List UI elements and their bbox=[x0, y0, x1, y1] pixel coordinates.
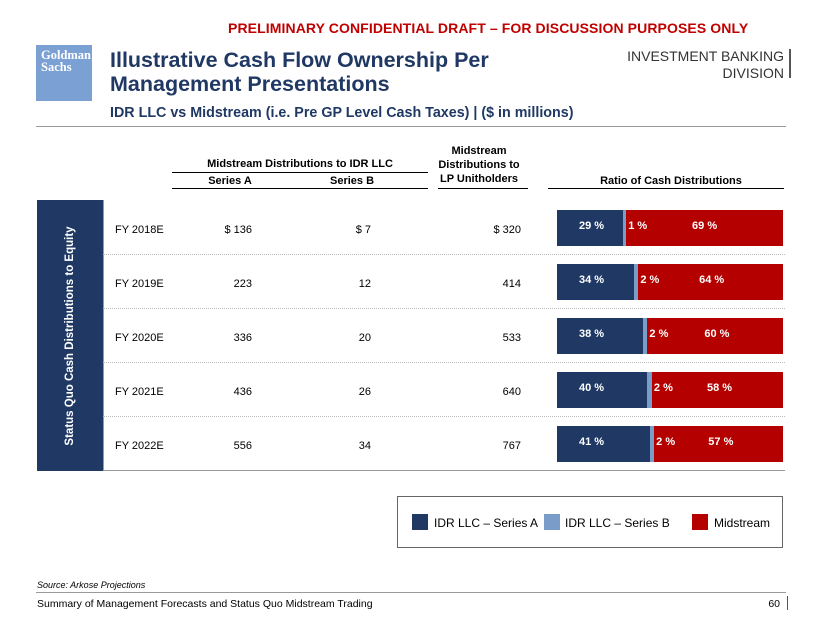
bar-label-midstream: 69 % bbox=[692, 220, 718, 232]
bar-series-b bbox=[647, 372, 652, 408]
page-number: 60 bbox=[768, 598, 780, 610]
page-number-divider bbox=[787, 596, 788, 610]
header-idr-underline bbox=[172, 172, 428, 173]
bar-series-a bbox=[557, 318, 643, 354]
bar-series-b bbox=[642, 318, 648, 354]
row-year: FY 2022E bbox=[115, 440, 164, 452]
row-series-b: 34 bbox=[358, 440, 371, 452]
row-lp: 414 bbox=[502, 278, 521, 290]
header-ratio-underline bbox=[548, 188, 784, 189]
header-lp-line-3: LP Unitholders bbox=[439, 173, 519, 185]
bar-label-series-b: 2 % bbox=[640, 274, 660, 286]
row-series-b: 12 bbox=[358, 278, 371, 290]
bar-series-b bbox=[649, 426, 655, 462]
row-separator bbox=[103, 254, 785, 255]
bar-label-midstream: 64 % bbox=[699, 274, 725, 286]
header-series-underline bbox=[172, 188, 428, 189]
bar-series-b bbox=[633, 264, 639, 300]
bar-series-a bbox=[557, 210, 624, 246]
table-row: FY 2020E 336 20 533 38 % 2 % 60 % bbox=[103, 309, 785, 363]
bar-label-series-b: 2 % bbox=[653, 382, 673, 394]
goldman-sachs-logo: Goldman Sachs bbox=[36, 45, 92, 101]
side-panel bbox=[37, 200, 103, 471]
division-divider bbox=[789, 49, 791, 78]
row-series-b: $ 7 bbox=[355, 224, 371, 236]
bar-label-series-b: 2 % bbox=[656, 436, 676, 448]
column-divider bbox=[103, 200, 104, 471]
header-idr-group: Midstream Distributions to IDR LLC bbox=[207, 158, 393, 170]
bar-label-series-b: 1 % bbox=[628, 220, 648, 232]
division-line-2: DIVISION bbox=[722, 65, 784, 81]
legend-swatch-series-b bbox=[544, 514, 560, 530]
footer-text: Summary of Management Forecasts and Stat… bbox=[37, 598, 373, 610]
row-separator bbox=[103, 308, 785, 309]
bar-series-a bbox=[557, 426, 650, 462]
bar-series-a bbox=[557, 264, 634, 300]
legend: IDR LLC – Series A IDR LLC – Series B Mi… bbox=[397, 496, 783, 548]
row-separator bbox=[103, 416, 785, 417]
header-series-a: Series A bbox=[208, 175, 252, 187]
row-lp: 767 bbox=[502, 440, 521, 452]
legend-swatch-midstream bbox=[692, 514, 708, 530]
page-title: Illustrative Cash Flow Ownership Per Man… bbox=[110, 48, 489, 96]
row-series-b: 26 bbox=[358, 386, 371, 398]
legend-swatch-series-a bbox=[412, 514, 428, 530]
bar-label-series-a: 29 % bbox=[579, 220, 605, 232]
row-separator bbox=[103, 362, 785, 363]
header-lp: Midstream Distributions to LP Unitholder… bbox=[424, 144, 534, 186]
header-lp-line-1: Midstream bbox=[451, 145, 507, 157]
row-lp: $ 320 bbox=[493, 224, 521, 236]
table-row: FY 2022E 556 34 767 41 % 2 % 57 % bbox=[103, 417, 785, 471]
row-series-a: 436 bbox=[233, 386, 252, 398]
table-row: FY 2021E 436 26 640 40 % 2 % 58 % bbox=[103, 363, 785, 417]
bar-label-midstream: 57 % bbox=[708, 436, 734, 448]
logo-line-1: Goldman bbox=[41, 48, 92, 62]
row-year: FY 2021E bbox=[115, 386, 164, 398]
confidential-banner: PRELIMINARY CONFIDENTIAL DRAFT – FOR DIS… bbox=[228, 20, 749, 36]
division-label: INVESTMENT BANKING DIVISION bbox=[620, 48, 784, 82]
side-label: Status Quo Cash Distributions to Equity bbox=[64, 226, 76, 446]
logo-line-2: Sachs bbox=[41, 60, 72, 74]
row-lp: 640 bbox=[502, 386, 521, 398]
bar-label-series-a: 40 % bbox=[579, 382, 605, 394]
row-year: FY 2020E bbox=[115, 332, 164, 344]
bar-label-midstream: 60 % bbox=[704, 328, 730, 340]
legend-label-series-a: IDR LLC – Series A bbox=[434, 516, 539, 530]
table-row: FY 2018E $ 136 $ 7 $ 320 29 % 1 % 69 % bbox=[103, 201, 785, 255]
header-series-b: Series B bbox=[329, 175, 375, 187]
footer-rule bbox=[36, 592, 786, 593]
bar-label-series-b: 2 % bbox=[649, 328, 669, 340]
bar-label-series-a: 38 % bbox=[579, 328, 605, 340]
row-year: FY 2019E bbox=[115, 278, 164, 290]
header-rule bbox=[36, 126, 786, 127]
bar-midstream bbox=[647, 318, 783, 354]
legend-label-midstream: Midstream bbox=[714, 516, 771, 530]
bar-label-series-a: 41 % bbox=[579, 436, 605, 448]
row-lp: 533 bbox=[502, 332, 521, 344]
header-lp-line-2: Distributions to bbox=[438, 159, 520, 171]
page-subtitle: IDR LLC vs Midstream (i.e. Pre GP Level … bbox=[110, 105, 574, 121]
table-row: FY 2019E 223 12 414 34 % 2 % 64 % bbox=[103, 255, 785, 309]
bar-series-a bbox=[557, 372, 648, 408]
row-series-b: 20 bbox=[358, 332, 371, 344]
row-year: FY 2018E bbox=[115, 224, 164, 236]
bar-label-midstream: 58 % bbox=[706, 382, 733, 394]
row-series-a: $ 136 bbox=[224, 224, 252, 236]
bar-midstream bbox=[626, 210, 783, 246]
table-body bbox=[37, 200, 785, 471]
legend-label-series-b: IDR LLC – Series B bbox=[565, 516, 670, 530]
bar-midstream bbox=[638, 264, 783, 300]
source-note: Source: Arkose Projections bbox=[37, 580, 146, 590]
row-series-a: 336 bbox=[233, 332, 252, 344]
row-series-a: 556 bbox=[233, 440, 252, 452]
row-series-a: 223 bbox=[233, 278, 252, 290]
bar-midstream bbox=[651, 372, 783, 408]
header-ratio: Ratio of Cash Distributions bbox=[600, 175, 742, 187]
bar-series-b bbox=[623, 210, 627, 246]
bar-label-series-a: 34 % bbox=[579, 274, 605, 286]
division-line-1: INVESTMENT BANKING bbox=[627, 48, 784, 64]
header-lp-underline bbox=[438, 188, 528, 189]
bar-midstream bbox=[654, 426, 783, 462]
